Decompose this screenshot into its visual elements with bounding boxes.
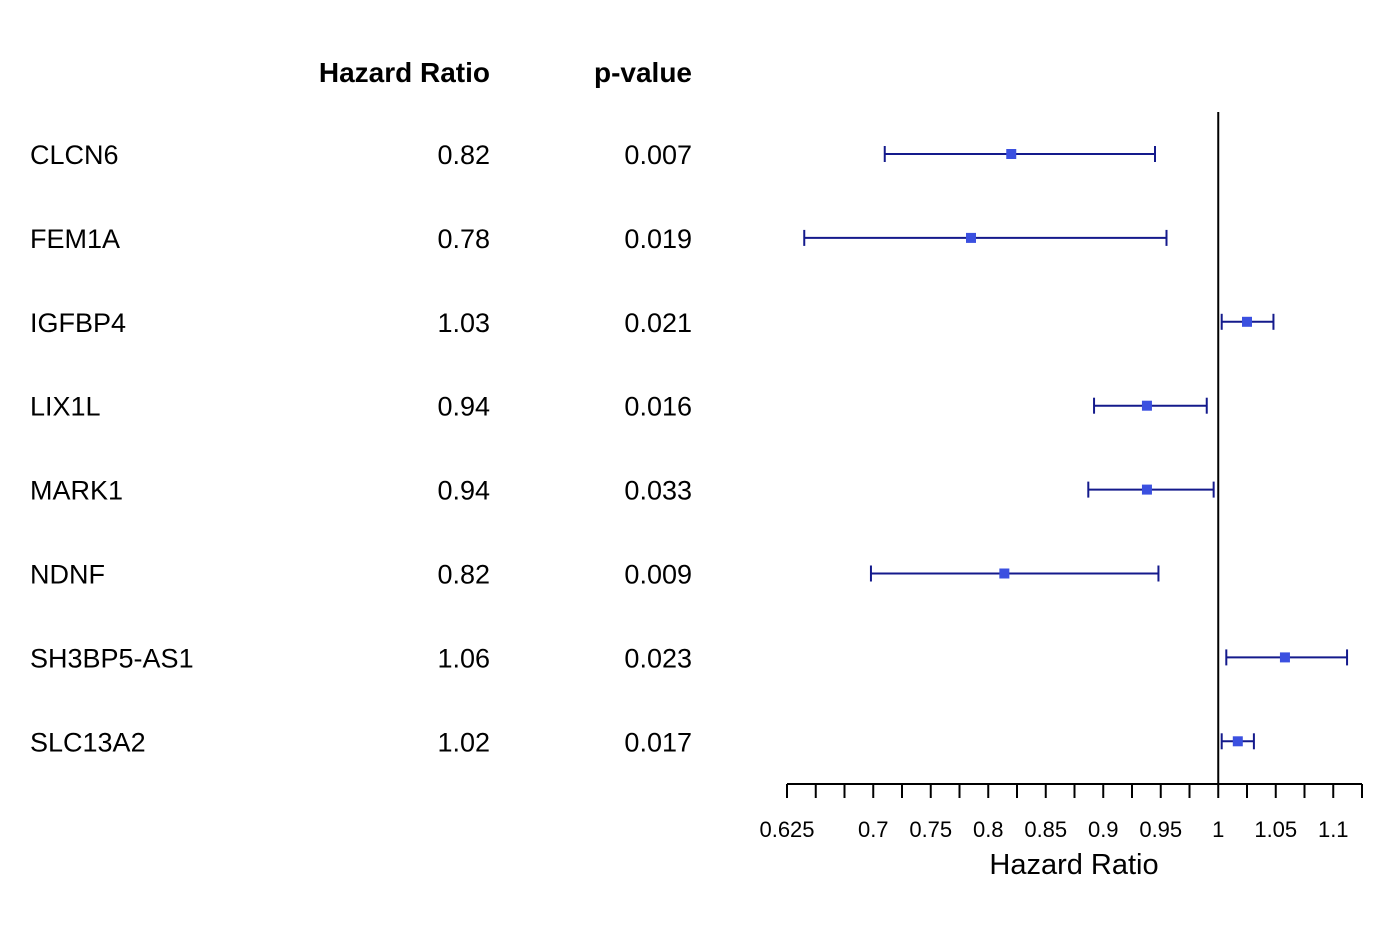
ci-mark bbox=[869, 565, 1160, 582]
ci-mark bbox=[1093, 397, 1208, 414]
p-value-column-header: p-value bbox=[594, 57, 692, 88]
hazard-ratio-column-header: Hazard Ratio bbox=[319, 57, 490, 88]
hazard-ratio-point bbox=[1279, 652, 1290, 663]
gene-label: SH3BP5-AS1 bbox=[30, 643, 194, 673]
hazard-ratio-point bbox=[1232, 736, 1243, 747]
p-value: 0.019 bbox=[624, 224, 692, 254]
p-value: 0.017 bbox=[624, 727, 692, 757]
hazard-ratio-value: 0.82 bbox=[437, 560, 490, 590]
p-value: 0.016 bbox=[624, 392, 692, 422]
ci-mark bbox=[1220, 733, 1255, 750]
gene-label: NDNF bbox=[30, 560, 105, 590]
x-tick-label: 1.1 bbox=[1318, 817, 1349, 842]
x-tick-label: 1.05 bbox=[1254, 817, 1297, 842]
gene-label: LIX1L bbox=[30, 392, 101, 422]
p-value: 0.033 bbox=[624, 476, 692, 506]
gene-label: IGFBP4 bbox=[30, 308, 126, 338]
ci-mark bbox=[1220, 313, 1275, 330]
hazard-ratio-value: 1.03 bbox=[437, 308, 490, 338]
x-tick-label: 0.95 bbox=[1139, 817, 1182, 842]
p-value: 0.007 bbox=[624, 140, 692, 170]
x-tick-label: 0.625 bbox=[759, 817, 814, 842]
gene-label: MARK1 bbox=[30, 476, 123, 506]
x-axis: 0.625 0.7 0.75 0.8 0.85 0.9 0.95 1 1.05 1.1 bbox=[759, 783, 1363, 842]
x-tick-label: 0.7 bbox=[858, 817, 889, 842]
gene-label: SLC13A2 bbox=[30, 727, 146, 757]
hazard-ratio-point bbox=[1141, 484, 1152, 495]
hazard-ratio-value: 0.94 bbox=[437, 392, 490, 422]
ci-mark bbox=[1225, 649, 1349, 666]
hazard-ratio-value: 0.78 bbox=[437, 224, 490, 254]
hazard-ratio-value: 1.02 bbox=[437, 727, 490, 757]
hazard-ratio-value: 1.06 bbox=[437, 643, 490, 673]
x-axis-title: Hazard Ratio bbox=[989, 849, 1158, 881]
hazard-ratio-point bbox=[966, 232, 976, 243]
p-value: 0.009 bbox=[624, 560, 692, 590]
hazard-ratio-point bbox=[1242, 316, 1252, 327]
x-tick-label: 0.9 bbox=[1088, 817, 1119, 842]
forest-row: SH3BP5-AS1 1.06 0.023 bbox=[30, 643, 692, 673]
hazard-ratio-value: 0.94 bbox=[437, 476, 490, 506]
forest-row: IGFBP4 1.03 0.021 bbox=[30, 308, 692, 338]
ci-layer bbox=[803, 146, 1349, 750]
rows-layer: CLCN6 0.82 0.007 FEM1A 0.78 0.019 IGFBP4 1.03 0.… bbox=[30, 140, 692, 757]
gene-label: CLCN6 bbox=[30, 140, 119, 170]
forest-row: MARK1 0.94 0.033 bbox=[30, 476, 692, 506]
x-tick-label: 0.8 bbox=[973, 817, 1004, 842]
forest-row: LIX1L 0.94 0.016 bbox=[30, 392, 692, 422]
p-value: 0.023 bbox=[624, 643, 692, 673]
forest-row: CLCN6 0.82 0.007 bbox=[30, 140, 692, 170]
ci-mark bbox=[883, 146, 1156, 162]
gene-label: FEM1A bbox=[30, 224, 120, 254]
forest-row: SLC13A2 1.02 0.017 bbox=[30, 727, 692, 757]
forest-row: NDNF 0.82 0.009 bbox=[30, 560, 692, 590]
x-tick-label: 1 bbox=[1212, 817, 1224, 842]
hazard-ratio-value: 0.82 bbox=[437, 140, 490, 170]
ci-mark bbox=[803, 229, 1168, 246]
ci-mark bbox=[1087, 481, 1215, 498]
x-tick-label: 0.75 bbox=[909, 817, 952, 842]
hazard-ratio-point bbox=[999, 568, 1010, 579]
hazard-ratio-point bbox=[1006, 149, 1017, 159]
p-value: 0.021 bbox=[624, 308, 692, 338]
hazard-ratio-point bbox=[1141, 400, 1152, 411]
x-tick-label: 0.85 bbox=[1024, 817, 1067, 842]
forest-row: FEM1A 0.78 0.019 bbox=[30, 224, 692, 254]
